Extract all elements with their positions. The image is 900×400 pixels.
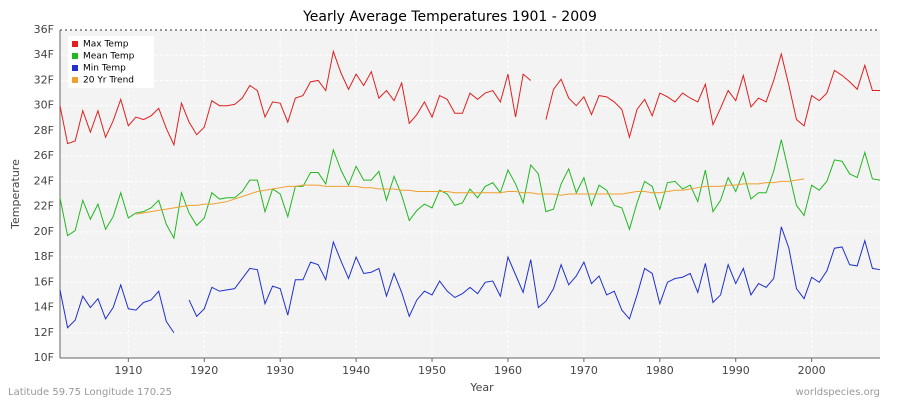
legend-box	[68, 36, 154, 88]
y-tick-label: 14F	[34, 301, 54, 314]
y-tick-label: 32F	[34, 73, 54, 86]
y-tick-label: 30F	[34, 99, 54, 112]
x-tick-label: 1950	[418, 364, 446, 377]
x-tick-label: 1920	[190, 364, 218, 377]
y-tick-label: 26F	[34, 149, 54, 162]
series-line	[59, 226, 881, 334]
x-tick-label: 2000	[798, 364, 826, 377]
chart-title: Yearly Average Temperatures 1901 - 2009	[302, 9, 597, 25]
legend-swatch	[72, 53, 78, 59]
footer-left: Latitude 59.75 Longitude 170.25	[8, 387, 172, 398]
y-tick-label: 24F	[34, 174, 54, 187]
y-tick-label: 12F	[34, 326, 54, 339]
x-tick-label: 1980	[646, 364, 674, 377]
footer-right: worldspecies.org	[796, 387, 880, 398]
x-tick-label: 1910	[114, 364, 142, 377]
legend-swatch	[72, 41, 78, 47]
y-tick-label: 20F	[34, 225, 54, 238]
plot-area	[60, 30, 880, 358]
legend-label: Mean Temp	[83, 52, 135, 62]
y-tick-label: 16F	[34, 275, 54, 288]
y-tick-label: 34F	[34, 48, 54, 61]
x-tick-label: 1990	[722, 364, 750, 377]
legend-label: 20 Yr Trend	[83, 76, 134, 86]
legend: Max Temp Mean Temp Min Temp 20 Yr Trend	[68, 36, 154, 88]
legend-swatch	[72, 65, 78, 71]
series-line	[135, 178, 805, 215]
series-line	[59, 139, 881, 240]
y-axis-label: Temperature	[9, 159, 22, 230]
legend-label: Max Temp	[83, 40, 129, 50]
y-tick-label: 28F	[34, 124, 54, 137]
y-tick-label: 10F	[34, 351, 54, 364]
x-tick-label: 1940	[342, 364, 370, 377]
x-tick-label: 1930	[266, 364, 294, 377]
legend-swatch	[72, 77, 78, 83]
y-tick-label: 22F	[34, 200, 54, 213]
x-tick-label: 1960	[494, 364, 522, 377]
series-line	[59, 49, 880, 147]
y-tick-label: 36F	[34, 23, 54, 36]
x-axis-label: Year	[469, 381, 494, 394]
x-tick-label: 1970	[570, 364, 598, 377]
legend-label: Min Temp	[83, 64, 126, 74]
y-tick-label: 18F	[34, 250, 54, 263]
